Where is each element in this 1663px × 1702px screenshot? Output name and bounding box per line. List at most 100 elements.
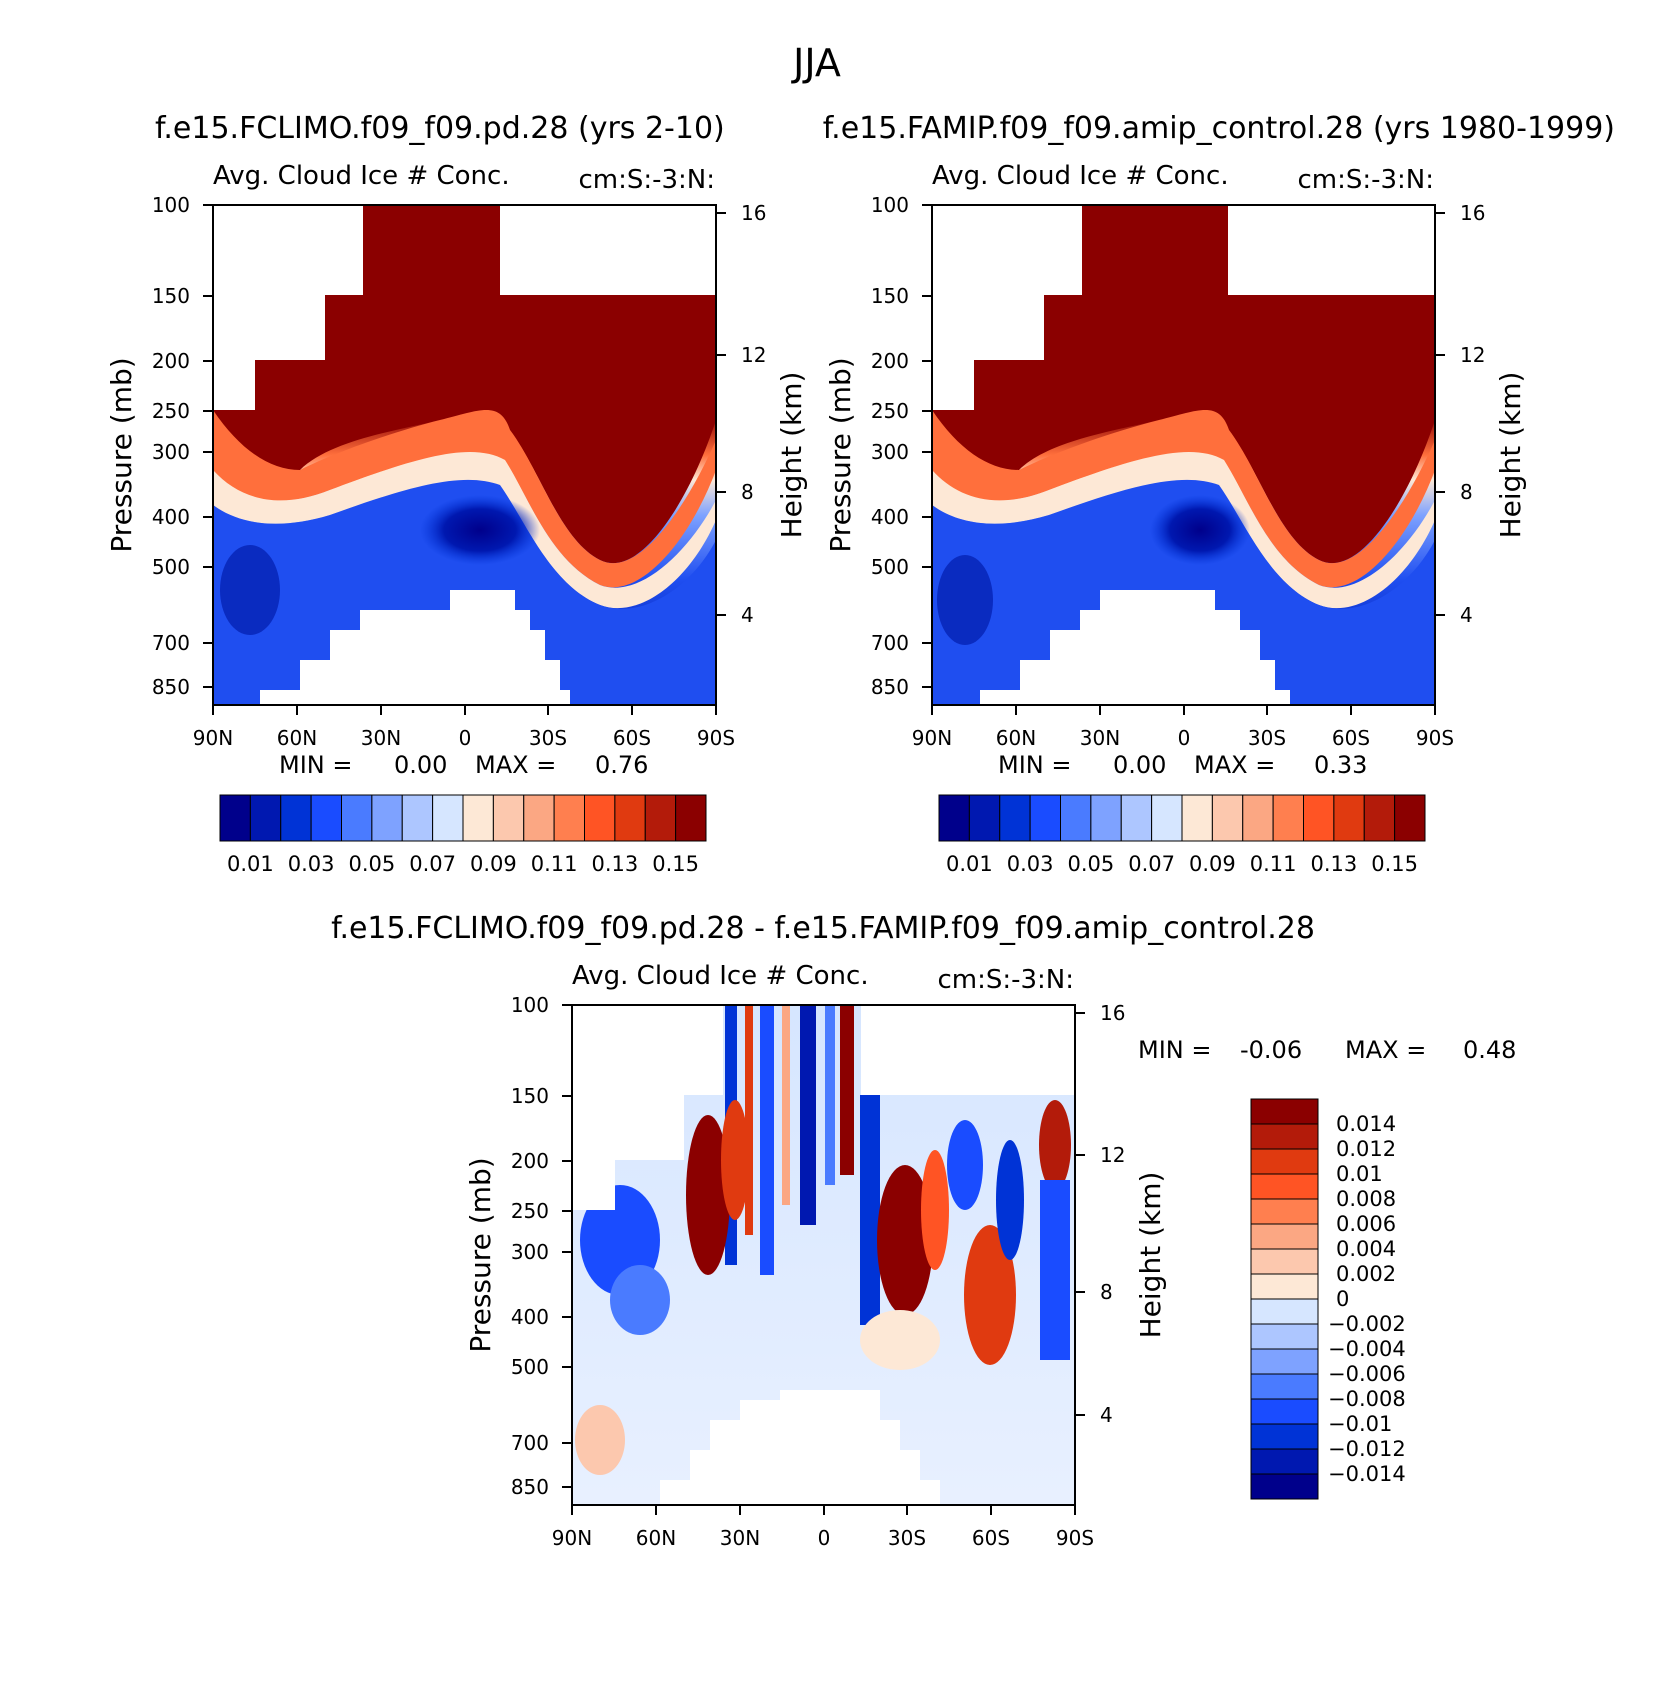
panel-b-xtick-0: 0 [1178, 726, 1191, 750]
colorbar-swatch [1250, 1448, 1319, 1475]
panel-a: f.e15.FCLIMO.f09_f09.pd.28 (yrs 2-10) Av… [105, 111, 808, 876]
colorbar-swatch [462, 794, 494, 842]
panel-a-xtick-90n: 90N [193, 726, 233, 750]
panel-a-ytick-300: 300 [152, 440, 190, 464]
panel-a-ytick-250: 250 [152, 399, 190, 423]
panel-diff-max-value: 0.48 [1463, 1036, 1516, 1064]
panel-a-right-axis: 16 12 8 4 [716, 201, 766, 627]
panel-a-colorbar: 0.01 0.03 0.05 0.07 0.09 0.11 0.13 0.15 [219, 794, 707, 876]
colorbar-tick-label: 0.03 [1007, 852, 1054, 876]
colorbar-swatch [1060, 794, 1092, 842]
colorbar-swatch [1250, 1148, 1319, 1175]
panel-diff-ytick-200: 200 [511, 1149, 549, 1173]
panel-diff-htick-8: 8 [1100, 1280, 1113, 1304]
colorbar-swatch [1250, 1298, 1319, 1325]
panel-b-x-axis: 90N 60N 30N 0 30S 60S 90S [912, 705, 1454, 750]
panel-diff-xtick-90n: 90N [552, 1526, 592, 1550]
panel-b-max-label: MAX = [1194, 751, 1275, 779]
colorbar-tick-label: 0.13 [591, 852, 638, 876]
panel-diff-ytick-500: 500 [511, 1355, 549, 1379]
colorbar-swatch [1394, 794, 1426, 842]
colorbar-swatch [1250, 1198, 1319, 1225]
colorbar-swatch [310, 794, 342, 842]
colorbar-tick-label: 0.012 [1336, 1137, 1396, 1161]
colorbar-tick-label: 0.03 [288, 852, 335, 876]
panel-diff-ytick-850: 850 [511, 1475, 549, 1499]
colorbar-swatch [371, 794, 403, 842]
panel-b-xtick-60s: 60S [1332, 726, 1370, 750]
colorbar-tick-label: 0 [1336, 1287, 1349, 1311]
panel-diff-right-axis: 16 12 8 4 [1075, 1001, 1125, 1427]
colorbar-tick-label: 0.004 [1336, 1237, 1396, 1261]
colorbar-swatch [1250, 1373, 1319, 1400]
colorbar-swatch [1029, 794, 1061, 842]
panel-a-xtick-30s: 30S [529, 726, 567, 750]
colorbar-swatch [968, 794, 1001, 842]
panel-diff-subtitle: Avg. Cloud Ice # Conc. [572, 961, 869, 991]
panel-b-htick-12: 12 [1460, 343, 1485, 367]
panel-diff-x-axis: 90N 60N 30N 0 30S 60S 90S [552, 1505, 1094, 1550]
colorbar-swatch [280, 794, 312, 842]
panel-b-units: cm:S:-3:N: [1297, 165, 1434, 195]
panel-a-xtick-60n: 60N [277, 726, 317, 750]
colorbar-tick-label: 0.05 [1067, 852, 1114, 876]
panel-diff-ytick-150: 150 [511, 1084, 549, 1108]
panel-diff: f.e15.FCLIMO.f09_f09.pd.28 - f.e15.FAMIP… [331, 911, 1516, 1550]
colorbar-tick-label: 0.002 [1336, 1262, 1396, 1286]
panel-a-xtick-90s: 90S [697, 726, 735, 750]
colorbar-swatch [1250, 1323, 1319, 1350]
panel-b-xtick-90s: 90S [1416, 726, 1454, 750]
panel-b-min-label: MIN = [998, 751, 1071, 779]
panel-a-field [213, 205, 716, 705]
panel-a-htick-8: 8 [741, 480, 754, 504]
colorbar-swatch [1250, 1423, 1319, 1450]
colorbar-tick-label: 0.07 [1128, 852, 1175, 876]
colorbar-swatch [644, 794, 677, 842]
panel-b-subtitle: Avg. Cloud Ice # Conc. [932, 161, 1229, 191]
panel-diff-title: f.e15.FCLIMO.f09_f09.pd.28 - f.e15.FAMIP… [331, 911, 1315, 946]
panel-a-x-axis: 90N 60N 30N 0 30S 60S 90S [193, 705, 735, 750]
colorbar-swatch [1250, 1173, 1319, 1200]
panel-a-ytick-100: 100 [152, 193, 190, 217]
colorbar-tick-label: 0.09 [470, 852, 517, 876]
panel-diff-y2label: Height (km) [1134, 1172, 1167, 1339]
panel-b-ytick-400: 400 [871, 505, 909, 529]
panel-diff-xtick-60n: 60N [636, 1526, 676, 1550]
panel-b-field [932, 205, 1435, 705]
colorbar-swatch [432, 794, 464, 842]
colorbar-swatch [1250, 1348, 1319, 1375]
panel-b-ytick-300: 300 [871, 440, 909, 464]
panel-a-title: f.e15.FCLIMO.f09_f09.pd.28 (yrs 2-10) [155, 111, 725, 146]
panel-b: f.e15.FAMIP.f09_f09.amip_control.28 (yrs… [823, 111, 1615, 876]
colorbar-tick-label: 0.008 [1336, 1187, 1396, 1211]
panel-diff-ytick-300: 300 [511, 1240, 549, 1264]
colorbar-tick-label: −0.008 [1328, 1387, 1406, 1411]
colorbar-swatch [1303, 794, 1335, 842]
panel-diff-xtick-90s: 90S [1056, 1526, 1094, 1550]
colorbar-tick-label: 0.07 [409, 852, 456, 876]
panel-a-xtick-60s: 60S [613, 726, 651, 750]
colorbar-swatch [341, 794, 373, 842]
panel-diff-xtick-30s: 30S [888, 1526, 926, 1550]
panel-a-subtitle: Avg. Cloud Ice # Conc. [213, 161, 510, 191]
panel-a-ytick-200: 200 [152, 349, 190, 373]
colorbar-swatch [1272, 794, 1304, 842]
panel-a-ytick-150: 150 [152, 284, 190, 308]
panel-diff-field [572, 1005, 1075, 1505]
colorbar-tick-label: 0.15 [652, 852, 699, 876]
colorbar-swatch [1333, 794, 1365, 842]
panel-b-colorbar: 0.01 0.03 0.05 0.07 0.09 0.11 0.13 0.15 [938, 794, 1426, 876]
colorbar-tick-label: 0.15 [1371, 852, 1418, 876]
colorbar-swatch [1242, 794, 1274, 842]
panel-a-max-value: 0.76 [595, 751, 648, 779]
figure-title: JJA [791, 41, 841, 85]
colorbar-swatch [1250, 1223, 1319, 1250]
colorbar-swatch [1250, 1398, 1319, 1425]
panel-diff-xtick-60s: 60S [972, 1526, 1010, 1550]
panel-diff-left-axis: 100 150 200 250 300 400 500 700 850 [511, 993, 572, 1499]
panel-diff-htick-16: 16 [1100, 1001, 1125, 1025]
panel-a-htick-4: 4 [741, 603, 754, 627]
colorbar-swatch [1120, 794, 1153, 842]
panel-diff-ylabel: Pressure (mb) [464, 1157, 497, 1352]
